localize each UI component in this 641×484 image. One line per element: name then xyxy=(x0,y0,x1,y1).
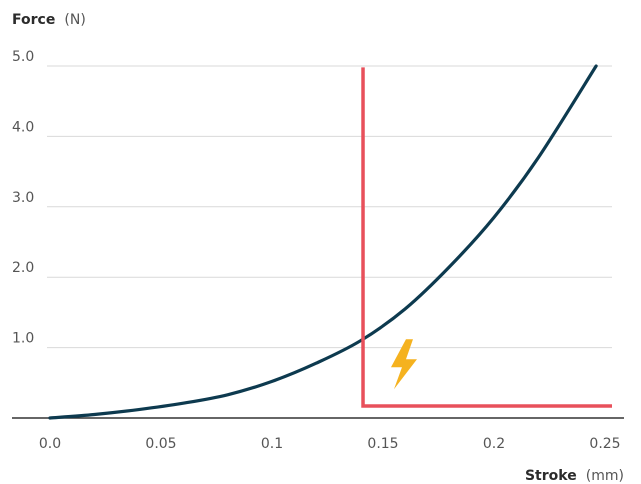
lightning-bolt-icon xyxy=(390,339,417,390)
x-tick-label: 0.05 xyxy=(145,436,176,452)
y-tick-label: 2.0 xyxy=(12,260,34,276)
x-tick-label: 0.2 xyxy=(483,436,505,452)
threshold-line xyxy=(361,67,612,408)
grid-lines xyxy=(47,65,612,349)
x-axis-name: Stroke xyxy=(525,468,577,484)
series-lines xyxy=(48,64,598,420)
x-tick-label: 0.1 xyxy=(261,436,283,452)
x-tick-label: 0.25 xyxy=(589,436,620,452)
y-axis-title: Force (N) xyxy=(12,9,86,28)
y-tick-label: 4.0 xyxy=(12,119,34,135)
y-tick-label: 5.0 xyxy=(12,49,34,65)
x-tick-label: 0.15 xyxy=(367,436,398,452)
x-axis-unit: (mm) xyxy=(586,468,624,484)
y-tick-label: 3.0 xyxy=(12,190,34,206)
x-tick-labels: 0.0 0.05 0.1 0.15 0.2 0.25 xyxy=(39,436,621,452)
y-axis-name: Force xyxy=(12,12,55,28)
y-tick-labels: 1.0 2.0 3.0 4.0 5.0 xyxy=(12,49,34,347)
threshold-limit-line xyxy=(361,67,612,408)
x-axis-title: Stroke (mm) xyxy=(525,465,624,484)
y-tick-label: 1.0 xyxy=(12,331,34,347)
y-axis-unit: (N) xyxy=(64,12,85,28)
annotation-icons xyxy=(390,339,417,390)
x-tick-label: 0.0 xyxy=(39,436,61,452)
force-curve-line xyxy=(48,64,598,420)
